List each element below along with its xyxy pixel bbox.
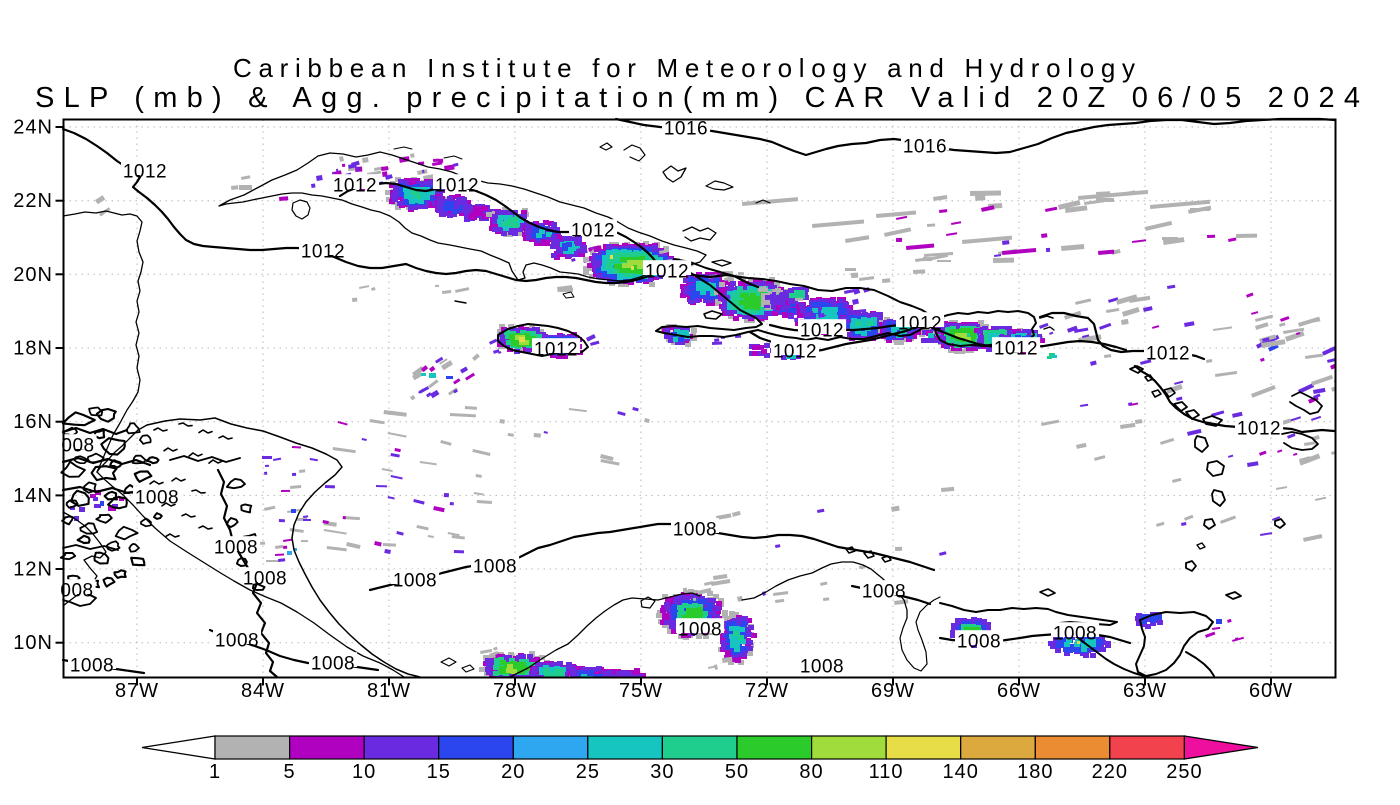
svg-text:1008: 1008 — [678, 619, 722, 640]
svg-text:10N: 10N — [13, 632, 53, 654]
svg-text:1012: 1012 — [301, 241, 345, 262]
svg-text:1008: 1008 — [393, 570, 437, 591]
svg-text:18N: 18N — [13, 338, 53, 360]
svg-text:1008: 1008 — [800, 656, 844, 677]
svg-text:1012: 1012 — [645, 261, 689, 282]
svg-text:1012: 1012 — [898, 313, 942, 334]
svg-text:25: 25 — [576, 761, 600, 783]
svg-text:20: 20 — [501, 761, 525, 783]
svg-text:180: 180 — [1017, 761, 1053, 783]
svg-text:24N: 24N — [13, 117, 53, 139]
svg-text:1008: 1008 — [311, 653, 355, 674]
svg-text:63W: 63W — [1123, 680, 1167, 702]
svg-text:22N: 22N — [13, 190, 53, 212]
svg-text:60W: 60W — [1249, 680, 1293, 702]
svg-text:14N: 14N — [13, 485, 53, 507]
svg-text:72W: 72W — [745, 680, 789, 702]
svg-text:1008: 1008 — [243, 568, 287, 589]
svg-text:1008: 1008 — [215, 630, 259, 651]
svg-text:008: 008 — [60, 580, 93, 601]
svg-text:1012: 1012 — [571, 220, 615, 241]
svg-text:1008: 1008 — [70, 655, 114, 676]
svg-text:1008: 1008 — [862, 581, 906, 602]
svg-text:1016: 1016 — [903, 136, 947, 157]
svg-text:1012: 1012 — [123, 161, 167, 182]
svg-text:5: 5 — [284, 761, 296, 783]
svg-text:1012: 1012 — [534, 339, 578, 360]
svg-text:75W: 75W — [619, 680, 663, 702]
svg-text:1: 1 — [209, 761, 221, 783]
svg-text:87W: 87W — [115, 680, 159, 702]
svg-text:66W: 66W — [997, 680, 1041, 702]
svg-text:10: 10 — [352, 761, 376, 783]
svg-text:78W: 78W — [493, 680, 537, 702]
svg-text:69W: 69W — [871, 680, 915, 702]
svg-text:1012: 1012 — [800, 320, 844, 341]
svg-text:1008: 1008 — [135, 487, 179, 508]
svg-text:30: 30 — [650, 761, 674, 783]
svg-text:220: 220 — [1092, 761, 1128, 783]
svg-text:1012: 1012 — [333, 175, 377, 196]
svg-text:1008: 1008 — [673, 519, 717, 540]
svg-text:1012: 1012 — [994, 338, 1038, 359]
svg-text:15: 15 — [427, 761, 451, 783]
svg-text:1008: 1008 — [473, 556, 517, 577]
svg-text:1012: 1012 — [1146, 343, 1190, 364]
svg-text:1008: 1008 — [1053, 623, 1097, 644]
svg-text:1016: 1016 — [664, 118, 708, 139]
svg-text:84W: 84W — [241, 680, 285, 702]
svg-text:140: 140 — [943, 761, 979, 783]
svg-text:50: 50 — [725, 761, 749, 783]
svg-text:1012: 1012 — [773, 341, 817, 362]
svg-text:110: 110 — [869, 761, 904, 783]
svg-text:81W: 81W — [367, 680, 411, 702]
svg-text:80: 80 — [799, 761, 823, 783]
svg-text:250: 250 — [1166, 761, 1202, 783]
svg-text:1008: 1008 — [214, 537, 258, 558]
svg-text:1012: 1012 — [435, 175, 479, 196]
svg-text:1012: 1012 — [1237, 418, 1281, 439]
svg-text:16N: 16N — [13, 411, 53, 433]
svg-text:20N: 20N — [13, 264, 53, 286]
svg-text:008: 008 — [61, 435, 94, 456]
svg-text:12N: 12N — [13, 559, 53, 581]
svg-text:1008: 1008 — [957, 631, 1001, 652]
